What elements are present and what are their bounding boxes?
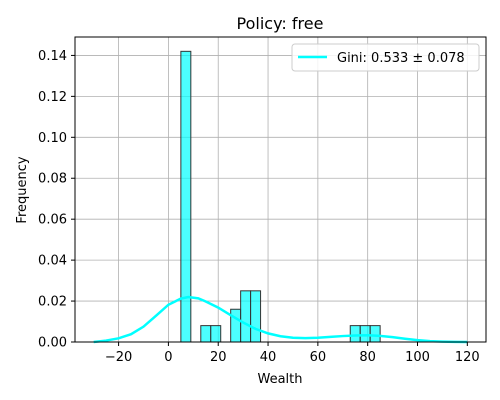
x-tick-label: 80 <box>359 350 376 365</box>
histogram-bar <box>250 290 262 343</box>
x-axis-label: Wealth <box>257 372 302 387</box>
kde-curve <box>93 295 468 344</box>
x-tick-label: 120 <box>455 350 480 365</box>
y-tick-label: 0.04 <box>38 254 67 269</box>
y-tick-label: 0.12 <box>38 90 67 105</box>
y-axis-label: Frequency <box>15 156 30 223</box>
x-tick-label: 100 <box>405 350 430 365</box>
histogram-bar <box>369 325 381 343</box>
x-axis: −20 0 20 40 60 80 100 120 <box>105 342 480 365</box>
legend-label: Gini: 0.533 ± 0.078 <box>337 51 465 66</box>
y-tick-label: 0.06 <box>38 213 67 228</box>
x-tick-label: −20 <box>105 350 132 365</box>
histogram-bar <box>359 325 371 343</box>
x-tick-label: 60 <box>310 350 327 365</box>
y-tick-label: 0.14 <box>38 49 67 64</box>
histogram-bar <box>200 325 212 343</box>
histogram-bar <box>349 325 361 343</box>
y-tick-label: 0.10 <box>38 131 67 146</box>
chart-title: Policy: free <box>237 14 324 33</box>
y-axis: 0.00 0.02 0.04 0.06 0.08 0.10 0.12 0.14 <box>38 49 75 351</box>
y-tick-label: 0.02 <box>38 295 67 310</box>
x-tick-label: 20 <box>210 350 227 365</box>
legend-box <box>291 43 480 72</box>
legend: Gini: 0.533 ± 0.078 <box>291 43 480 72</box>
histogram-bar <box>210 325 222 343</box>
x-tick-label: 40 <box>260 350 277 365</box>
y-tick-label: 0.00 <box>38 336 67 351</box>
histogram-bar <box>240 290 252 343</box>
x-tick-label: 0 <box>164 350 172 365</box>
plot-frame <box>74 36 487 343</box>
histogram-bar <box>230 308 242 343</box>
y-tick-label: 0.08 <box>38 172 67 187</box>
